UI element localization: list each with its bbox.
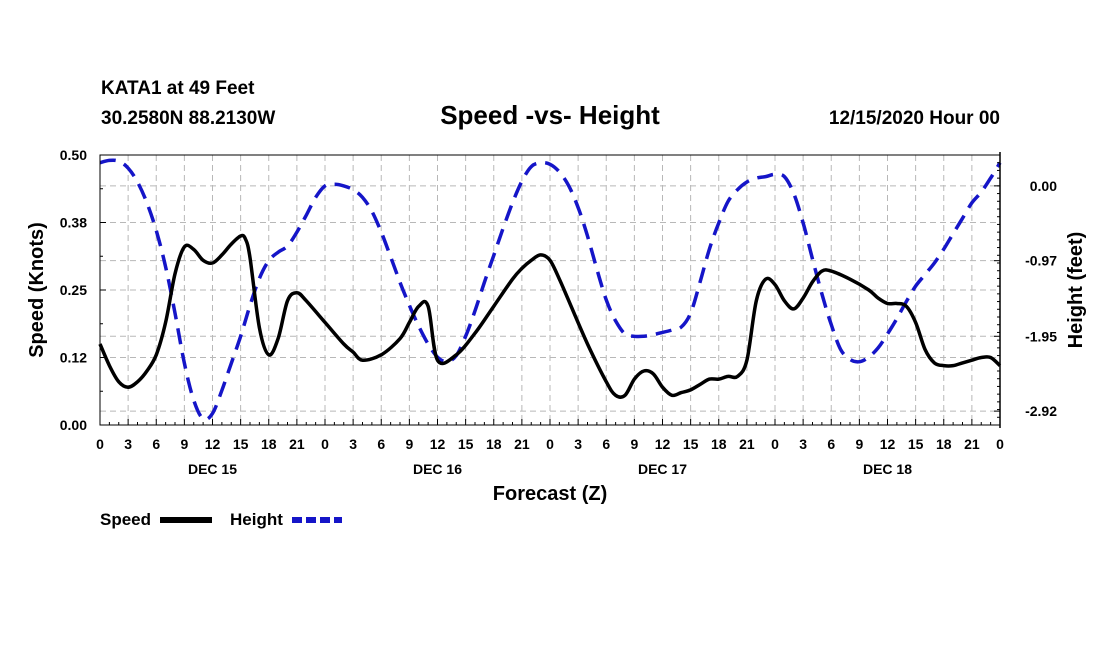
run-time-label: 12/15/2020 Hour 00 — [829, 108, 1000, 129]
x-tick-label: 6 — [377, 436, 385, 452]
x-tick-label: 3 — [799, 436, 807, 452]
y-left-tick-label: 0.25 — [60, 282, 87, 298]
y-right-tick-label: -1.95 — [1025, 328, 1057, 344]
legend-speed-label: Speed — [100, 510, 151, 529]
chart-title: Speed -vs- Height — [440, 100, 660, 130]
x-tick-label: 18 — [936, 436, 952, 452]
x-tick-label: 0 — [546, 436, 554, 452]
x-tick-label: 15 — [233, 436, 249, 452]
x-tick-label: 9 — [630, 436, 638, 452]
x-tick-label: 9 — [180, 436, 188, 452]
x-tick-label: 15 — [683, 436, 699, 452]
x-tick-label: 9 — [855, 436, 863, 452]
y-right-label: Height (feet) — [1065, 232, 1087, 349]
legend-height-label: Height — [230, 510, 283, 529]
x-tick-label: 12 — [655, 436, 671, 452]
x-tick-label: 0 — [996, 436, 1004, 452]
day-label: DEC 16 — [413, 461, 462, 477]
y-right-tick-label: -0.97 — [1025, 253, 1057, 269]
x-tick-label: 12 — [880, 436, 896, 452]
x-tick-label: 18 — [711, 436, 727, 452]
x-tick-label: 18 — [261, 436, 277, 452]
legend: Speed Height — [100, 510, 342, 529]
x-tick-label: 18 — [486, 436, 502, 452]
series-line-height — [99, 158, 1002, 422]
x-tick-label: 9 — [405, 436, 413, 452]
x-axis-label: Forecast (Z) — [493, 483, 607, 505]
x-tick-label: 12 — [430, 436, 446, 452]
x-tick-label: 21 — [514, 436, 530, 452]
x-tick-label: 0 — [321, 436, 329, 452]
y-right-tick-label: -2.92 — [1025, 403, 1057, 419]
x-tick-label: 6 — [152, 436, 160, 452]
x-tick-label: 21 — [289, 436, 305, 452]
y-left-tick-label: 0.12 — [60, 350, 87, 366]
x-tick-label: 15 — [458, 436, 474, 452]
x-tick-label: 6 — [602, 436, 610, 452]
y-left-tick-label: 0.50 — [60, 147, 87, 163]
series-line-speed — [98, 233, 1002, 399]
y-left-tick-label: 0.38 — [60, 215, 87, 231]
station-label: KATA1 at 49 Feet — [101, 78, 255, 99]
x-tick-label: 3 — [124, 436, 132, 452]
coords-label: 30.2580N 88.2130W — [101, 108, 275, 129]
day-label: DEC 15 — [188, 461, 237, 477]
x-tick-label: 21 — [964, 436, 980, 452]
day-label: DEC 17 — [638, 461, 687, 477]
x-tick-label: 3 — [349, 436, 357, 452]
x-tick-label: 21 — [739, 436, 755, 452]
x-tick-label: 6 — [827, 436, 835, 452]
x-tick-label: 15 — [908, 436, 924, 452]
y-right-tick-label: 0.00 — [1030, 178, 1057, 194]
x-tick-label: 3 — [574, 436, 582, 452]
x-tick-label: 12 — [205, 436, 221, 452]
x-tick-label: 0 — [771, 436, 779, 452]
x-tick-label: 0 — [96, 436, 104, 452]
day-label: DEC 18 — [863, 461, 912, 477]
y-left-label: Speed (Knots) — [26, 222, 48, 358]
y-left-tick-label: 0.00 — [60, 417, 87, 433]
